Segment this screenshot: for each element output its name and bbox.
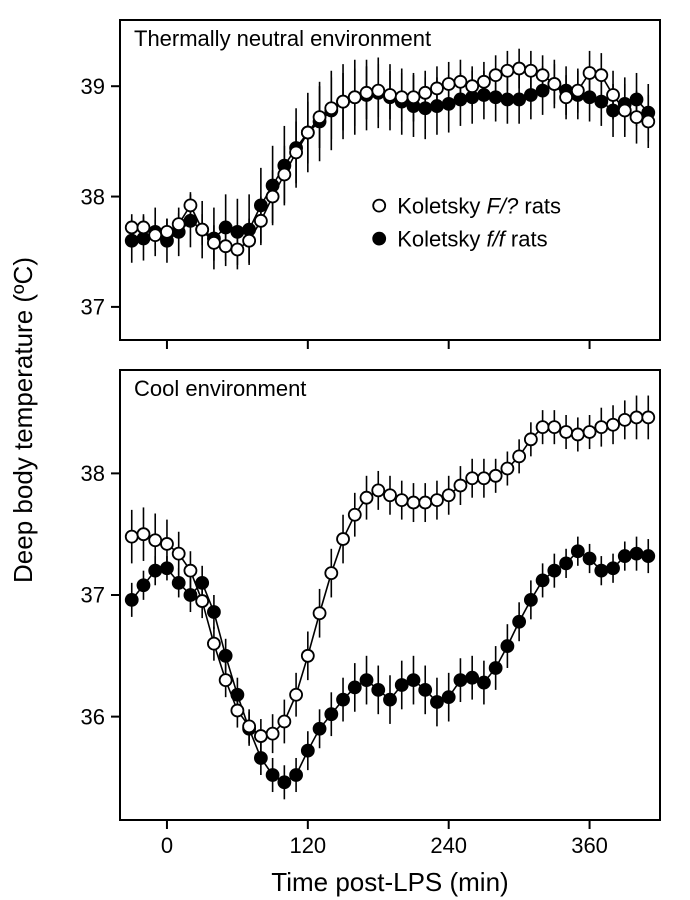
svg-text:0: 0 bbox=[161, 833, 173, 858]
svg-text:240: 240 bbox=[430, 833, 467, 858]
svg-text:Koletsky f/f rats: Koletsky f/f rats bbox=[397, 226, 547, 251]
svg-text:38: 38 bbox=[81, 184, 105, 209]
svg-text:39: 39 bbox=[81, 74, 105, 99]
svg-text:120: 120 bbox=[289, 833, 326, 858]
figure-stage: 37 38 39 Thermally neutral environment Kolet… bbox=[0, 0, 690, 900]
svg-text:Time post-LPS (min): Time post-LPS (min) bbox=[271, 867, 508, 897]
svg-text:37: 37 bbox=[81, 583, 105, 608]
svg-text:37: 37 bbox=[81, 295, 105, 320]
svg-text:36: 36 bbox=[81, 704, 105, 729]
svg-text:Cool environment: Cool environment bbox=[134, 376, 306, 401]
svg-text:Koletsky F/? rats: Koletsky F/? rats bbox=[397, 193, 561, 218]
svg-text:360: 360 bbox=[571, 833, 608, 858]
figure-svg: 37 38 39 Thermally neutral environment Kolet… bbox=[0, 0, 690, 900]
svg-text:Thermally neutral environment: Thermally neutral environment bbox=[134, 26, 431, 51]
svg-text:Deep body temperature (ºC): Deep body temperature (ºC) bbox=[8, 257, 38, 583]
svg-text:38: 38 bbox=[81, 461, 105, 486]
